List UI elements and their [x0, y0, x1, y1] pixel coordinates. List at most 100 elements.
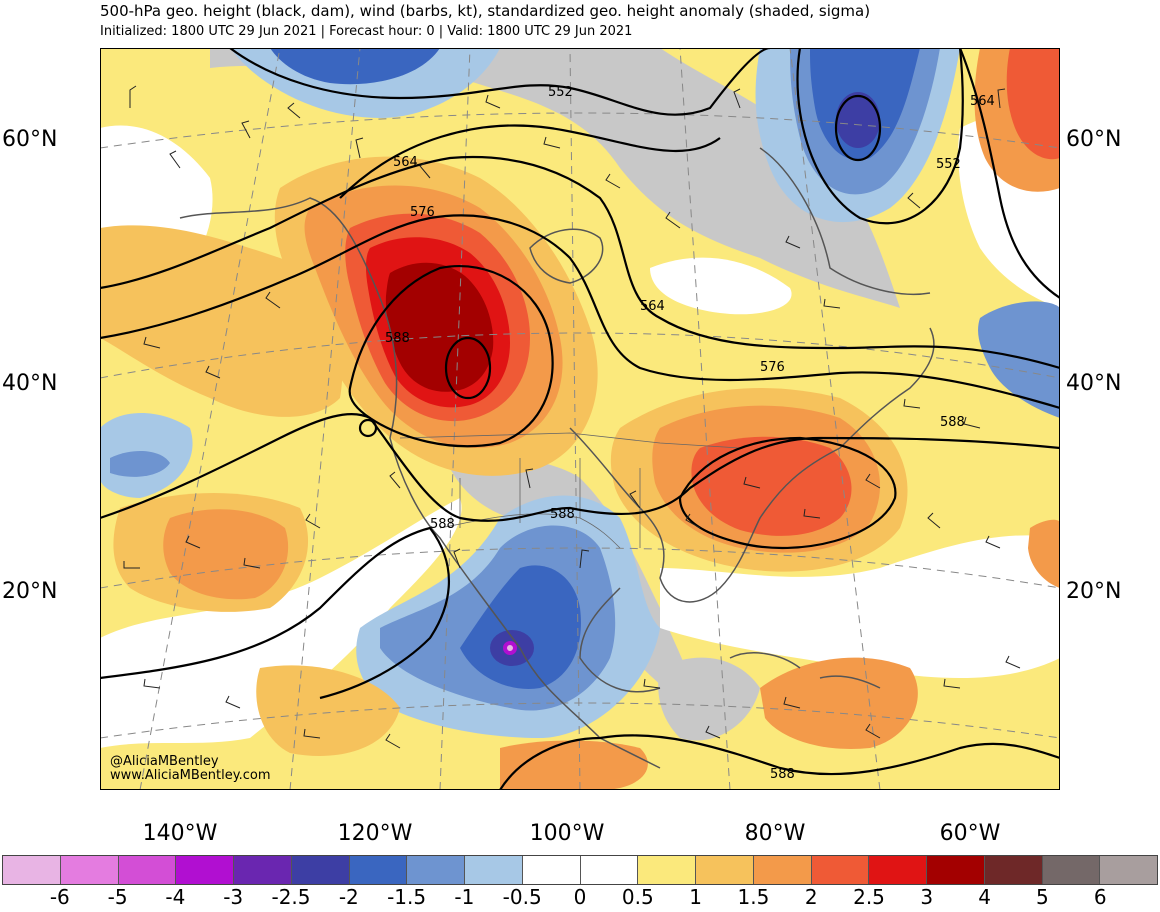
- contour-588-south: [100, 413, 1060, 522]
- colorbar-tick-label: 0: [573, 885, 587, 909]
- colorbar-swatch: [349, 856, 408, 884]
- colorbar-swatch: [696, 856, 754, 884]
- anomaly-neg-eastedge: [978, 301, 1060, 418]
- contour-label: 576: [410, 205, 435, 220]
- lat-label-right: 20°N: [1066, 579, 1122, 604]
- colorbar-tick-label: -6: [49, 885, 70, 909]
- graticule: [100, 48, 1060, 790]
- credit-site: www.AliciaMBentley.com: [110, 768, 271, 783]
- lon-label: 80°W: [744, 821, 806, 846]
- contour-576: [100, 214, 1060, 410]
- anomaly-pos-south: [500, 740, 648, 790]
- credit-handle: @AliciaMBentley: [110, 754, 219, 769]
- colorbar-swatch: [176, 856, 234, 884]
- contour-592-tropics: [100, 526, 450, 700]
- weather-map: 552 552 564 564 564 576 576 588 588 588 …: [100, 48, 1060, 790]
- colorbar-swatch: [811, 856, 870, 884]
- contour-label: 564: [640, 299, 665, 314]
- colorbar-tick-label: 1: [689, 885, 702, 909]
- contour-labels: 552 552 564 564 564 576 576 588 588 588 …: [385, 85, 995, 782]
- colorbar-swatch: [3, 856, 61, 884]
- colorbar-tick-label: -1.5: [387, 885, 427, 909]
- colorbar-tick-label: 2: [804, 885, 818, 909]
- colorbar-tick-label: -3: [223, 885, 244, 909]
- lat-label-right: 40°N: [1066, 371, 1122, 396]
- contour-label: 588: [940, 415, 965, 430]
- anomaly-white-northeast: [650, 257, 792, 315]
- lon-label: 140°W: [142, 821, 218, 846]
- contour-dome-core: [444, 336, 492, 400]
- colorbar-tick-label: 0.5: [621, 885, 654, 909]
- anomaly-pos-dome-5: [385, 262, 494, 392]
- colorbar-swatch: [465, 856, 523, 884]
- colorbar-swatch: [60, 856, 119, 884]
- colorbar: [2, 855, 1158, 885]
- anomaly-gray-north: [210, 48, 900, 308]
- height-contours: [100, 48, 1060, 790]
- colorbar-swatch: [1100, 856, 1157, 884]
- contour-588-east: [678, 436, 897, 550]
- colorbar-swatch: [234, 856, 292, 884]
- lon-label: 100°W: [529, 821, 605, 846]
- lat-label-right: 60°N: [1066, 127, 1122, 152]
- colorbar-tick-label: 4: [978, 885, 991, 909]
- colorbar-tick-label: 6: [1093, 885, 1107, 909]
- contour-label: 588: [430, 517, 455, 532]
- contour-label: 552: [548, 85, 573, 100]
- colorbar-tick-label: 2.5: [853, 885, 885, 909]
- lon-label: 60°W: [939, 821, 1001, 846]
- anomaly-pos-northeast-core: [1006, 48, 1060, 160]
- colorbar-swatch: [638, 856, 696, 884]
- lon-label: 120°W: [337, 821, 413, 846]
- colorbar-swatch: [927, 856, 985, 884]
- contour-588-tropics: [499, 734, 1060, 790]
- wind-barbs: [123, 85, 1021, 749]
- map-title: 500-hPa geo. height (black, dam), wind (…: [100, 2, 871, 20]
- lat-label-left: 20°N: [2, 579, 58, 604]
- colorbar-swatch: [984, 856, 1043, 884]
- anomaly-gray-caribbean: [658, 657, 760, 741]
- anomaly-neg-pacific-core: [110, 451, 170, 477]
- colorbar-tick-label: -5: [107, 885, 128, 909]
- coastlines: [179, 147, 935, 769]
- colorbar-tick-label: -2: [338, 885, 359, 909]
- anomaly-neg-greenland-center: [836, 92, 880, 148]
- colorbar-tick-label: -0.5: [502, 885, 542, 909]
- anomaly-neg-north-core: [270, 48, 440, 85]
- colorbar-swatch: [522, 856, 581, 884]
- anomaly-pos-southwest: [256, 665, 400, 756]
- colorbar-swatch: [407, 856, 465, 884]
- contour-label: 576: [760, 360, 785, 375]
- contour-552-greenland: [796, 48, 964, 225]
- colorbar-swatch: [291, 856, 350, 884]
- contour-label: 588: [385, 331, 410, 346]
- colorbar-swatch: [869, 856, 927, 884]
- colorbar-tick-label: -2.5: [271, 885, 311, 909]
- contour-label: 564: [970, 94, 995, 109]
- contour-564-north: [339, 124, 721, 199]
- contour-greenland-core: [834, 94, 882, 162]
- map-frame: [100, 48, 1060, 790]
- anomaly-pos-pacific-core: [163, 509, 289, 600]
- anomaly-white-atlantic: [660, 535, 1060, 678]
- lat-label-left: 40°N: [2, 371, 58, 396]
- colorbar-swatch: [118, 856, 177, 884]
- anomaly-neg-mexico-core: [460, 565, 581, 689]
- contour-552-north: [229, 48, 771, 116]
- colorbar-tick-label: -4: [165, 885, 186, 909]
- colorbar-tick-label: 5: [1036, 885, 1049, 909]
- colorbar-swatch: [1042, 856, 1101, 884]
- contour-label: 588: [770, 767, 795, 782]
- anomaly-pos-southeast: [760, 657, 918, 749]
- contour-low-pacific: [358, 418, 378, 438]
- contour-label: 552: [936, 157, 961, 172]
- colorbar-tick-label: -1: [454, 885, 475, 909]
- colorbar-tick-label: 1.5: [737, 885, 770, 909]
- contour-label: 588: [550, 507, 575, 522]
- anomaly-pos-eastedge: [1028, 519, 1060, 588]
- map-subtitle: Initialized: 1800 UTC 29 Jun 2021 | Fore…: [100, 24, 633, 39]
- contour-564-west: [100, 155, 1060, 370]
- colorbar-tick-label: 3: [920, 885, 934, 909]
- contour-564-east: [958, 48, 1060, 299]
- colorbar-swatch: [580, 856, 639, 884]
